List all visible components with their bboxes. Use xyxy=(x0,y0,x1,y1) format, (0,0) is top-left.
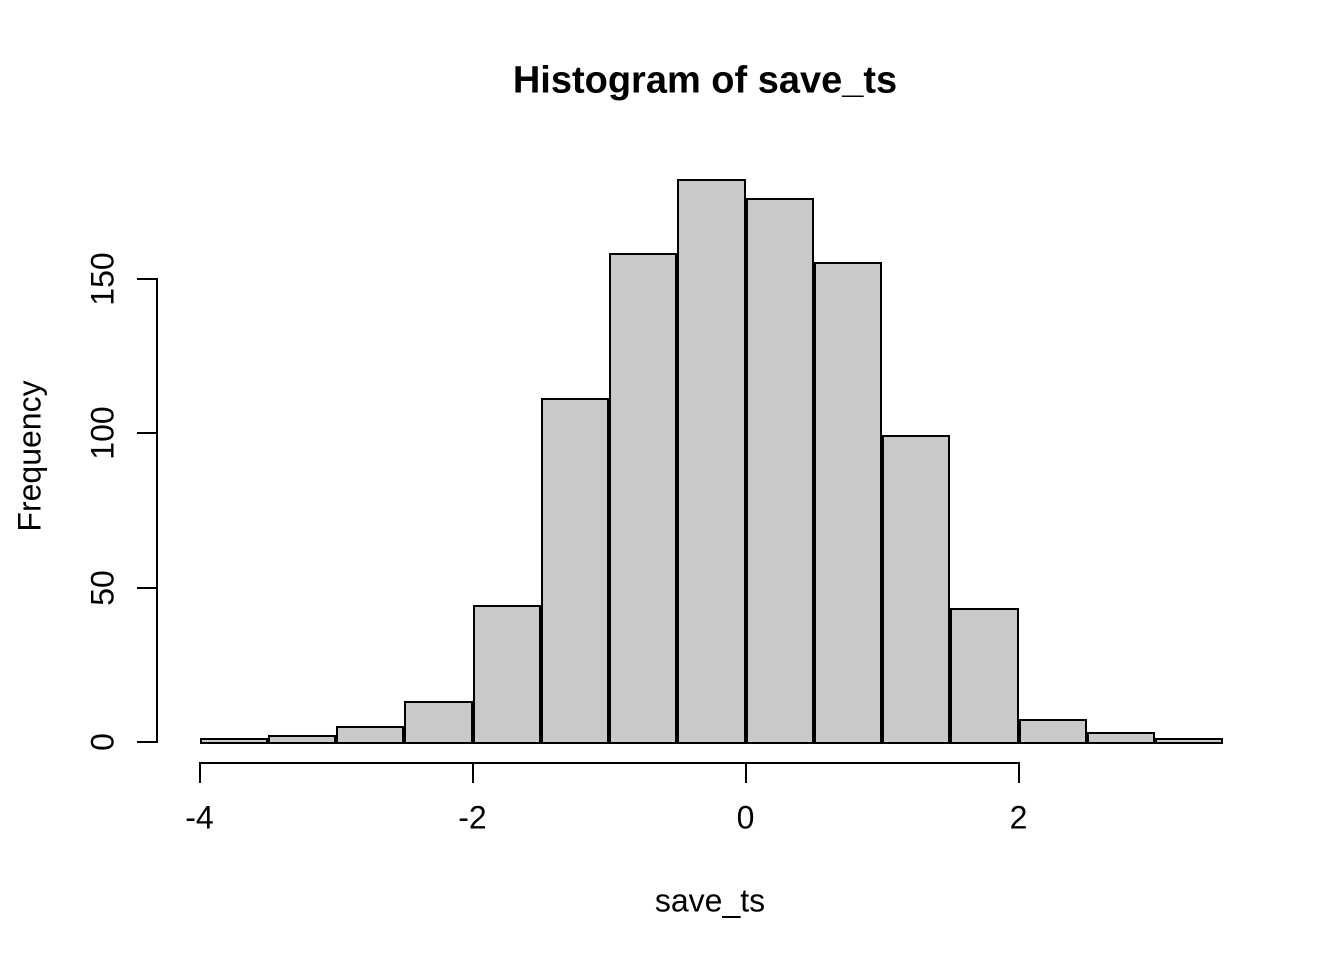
x-tick-mark xyxy=(198,763,201,783)
histogram-bar xyxy=(404,700,473,744)
x-tick-label: 0 xyxy=(736,799,755,836)
histogram-bar xyxy=(609,253,678,744)
histogram-bar xyxy=(677,178,746,744)
histogram-bar xyxy=(336,725,405,744)
y-tick-label: 150 xyxy=(84,252,121,306)
histogram-bar xyxy=(267,734,336,744)
y-tick-mark xyxy=(137,586,157,589)
x-axis-line xyxy=(198,762,1020,764)
histogram-bar xyxy=(1018,719,1087,744)
histogram-bar xyxy=(950,608,1019,744)
histogram-bar xyxy=(472,605,541,744)
y-tick-label: 0 xyxy=(84,733,121,751)
histogram-bar xyxy=(1086,731,1155,744)
y-tick-label: 50 xyxy=(84,569,121,606)
y-axis-title: Frequency xyxy=(11,380,48,532)
y-tick-mark xyxy=(137,432,157,435)
x-axis-title: save_ts xyxy=(654,882,766,919)
x-tick-mark xyxy=(471,763,474,783)
histogram-bar xyxy=(540,398,609,744)
y-axis-line xyxy=(155,277,158,743)
histogram-bar xyxy=(813,262,882,744)
histogram-bar xyxy=(882,435,951,744)
x-tick-label: -4 xyxy=(185,799,214,836)
y-tick-label: 100 xyxy=(84,406,121,460)
chart-title: Histogram of save_ts xyxy=(512,59,898,102)
x-tick-label: 2 xyxy=(1009,799,1028,836)
x-tick-label: -2 xyxy=(458,799,487,836)
histogram-bar xyxy=(1155,737,1224,744)
y-tick-mark xyxy=(137,277,157,280)
x-tick-mark xyxy=(744,763,747,783)
x-tick-mark xyxy=(1017,763,1020,783)
y-tick-mark xyxy=(137,741,157,743)
histogram-bar xyxy=(745,197,814,744)
histogram-bar xyxy=(199,737,268,744)
